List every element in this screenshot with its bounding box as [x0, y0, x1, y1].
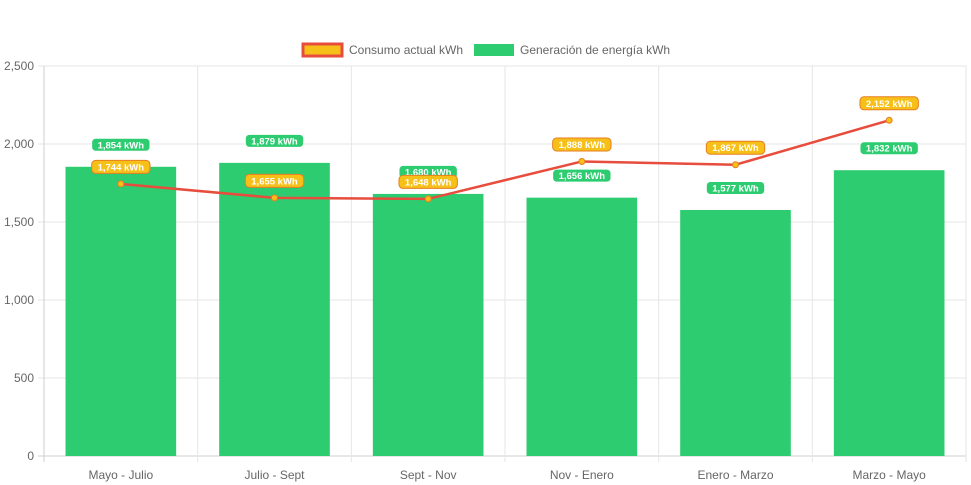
line-data-label-bg [398, 174, 458, 189]
y-tick-label: 2,500 [4, 59, 34, 73]
bar-data-label-text: 1,577 kWh [712, 183, 759, 194]
line-data-label: 1,888 kWh [552, 137, 612, 152]
legend-swatch-consumo [301, 42, 344, 58]
line-point[interactable] [117, 180, 125, 188]
y-tick-label: 1,500 [4, 215, 34, 229]
bar-data-label: 1,577 kWh [705, 180, 766, 195]
x-tick-label: Enero - Marzo [697, 468, 773, 482]
grid-lines [38, 65, 967, 462]
line-data-label-bg [244, 173, 305, 188]
bar-series [65, 162, 945, 457]
legend-item-consumo[interactable]: Consumo actual kWh [301, 42, 463, 58]
legend-label-generacion: Generación de energía kWh [520, 43, 670, 57]
bar-data-label: 1,832 kWh [859, 141, 919, 156]
bar-data-label-bg [552, 168, 612, 183]
line-data-label-text: 1,648 kWh [405, 177, 452, 188]
line-data-label-text: 1,888 kWh [559, 140, 606, 151]
bar[interactable] [526, 197, 638, 456]
line-data-label-bg [859, 96, 919, 111]
bar[interactable] [219, 162, 330, 456]
bar[interactable] [372, 193, 484, 457]
line-point[interactable] [732, 161, 739, 169]
line-series [117, 116, 893, 203]
bar-data-label-text: 1,680 kWh [405, 167, 452, 178]
line-point[interactable] [424, 195, 432, 203]
bar-data-label-text: 1,854 kWh [98, 140, 145, 151]
line-point[interactable] [885, 116, 893, 124]
bar-data-labels: 1,854 kWh 1,879 kWh 1,680 kWh 1,656 kWh 1,57… [91, 133, 919, 195]
x-tick-label: Julio - Sept [244, 468, 305, 482]
line-data-label: 2,152 kWh [859, 96, 919, 111]
line-point[interactable] [271, 194, 278, 202]
line-data-label-bg [91, 159, 151, 174]
y-tick-label: 1,000 [4, 293, 34, 307]
line-data-label-text: 1,655 kWh [251, 176, 298, 187]
line-data-label-text: 1,744 kWh [98, 162, 145, 173]
bar-data-label-text: 1,832 kWh [866, 144, 913, 155]
x-tick-label: Sept - Nov [400, 468, 457, 482]
line-data-label: 1,655 kWh [244, 173, 305, 188]
bar-data-label: 1,879 kWh [244, 133, 305, 148]
line-data-label: 1,744 kWh [91, 159, 151, 174]
line-data-label-bg [705, 140, 766, 155]
legend-label-consumo: Consumo actual kWh [349, 43, 463, 57]
legend: Consumo actual kWh Generación de energía… [301, 42, 670, 58]
bar-data-label-text: 1,879 kWh [251, 136, 298, 147]
bar-data-label-bg [705, 180, 766, 195]
y-tick-label: 2,000 [4, 137, 34, 151]
line-data-label: 1,867 kWh [705, 140, 766, 155]
bar-data-label-bg [244, 133, 305, 148]
line-data-label-text: 2,152 kWh [866, 99, 913, 110]
bar[interactable] [65, 166, 177, 456]
legend-item-generacion[interactable]: Generación de energía kWh [474, 43, 670, 57]
bar-data-label: 1,854 kWh [91, 137, 151, 152]
y-tick-label: 0 [27, 449, 34, 463]
bar-data-label: 1,656 kWh [552, 168, 612, 183]
line-data-labels: 1,744 kWh 1,655 kWh 1,648 kWh 1,888 kWh 1,86… [91, 96, 919, 189]
bar[interactable] [833, 170, 945, 456]
x-tick-label: Nov - Enero [550, 468, 614, 482]
line-point[interactable] [578, 157, 586, 165]
x-tick-label: Marzo - Mayo [852, 468, 926, 482]
bar[interactable] [680, 209, 791, 456]
legend-swatch-generacion [474, 44, 514, 56]
bar-data-label-bg [91, 137, 151, 152]
bar-data-label-bg [859, 141, 919, 156]
consumo-line [120, 119, 890, 201]
bar-data-label-text: 1,656 kWh [559, 171, 606, 182]
line-data-label-text: 1,867 kWh [712, 143, 759, 154]
line-data-label-bg [552, 137, 612, 152]
y-tick-label: 500 [14, 371, 34, 385]
axes: 0 500 1,000 1,500 2,000 2,500 Mayo - Julio Juli… [4, 59, 926, 482]
x-tick-label: Mayo - Julio [88, 468, 153, 482]
line-data-label: 1,648 kWh [398, 174, 458, 189]
